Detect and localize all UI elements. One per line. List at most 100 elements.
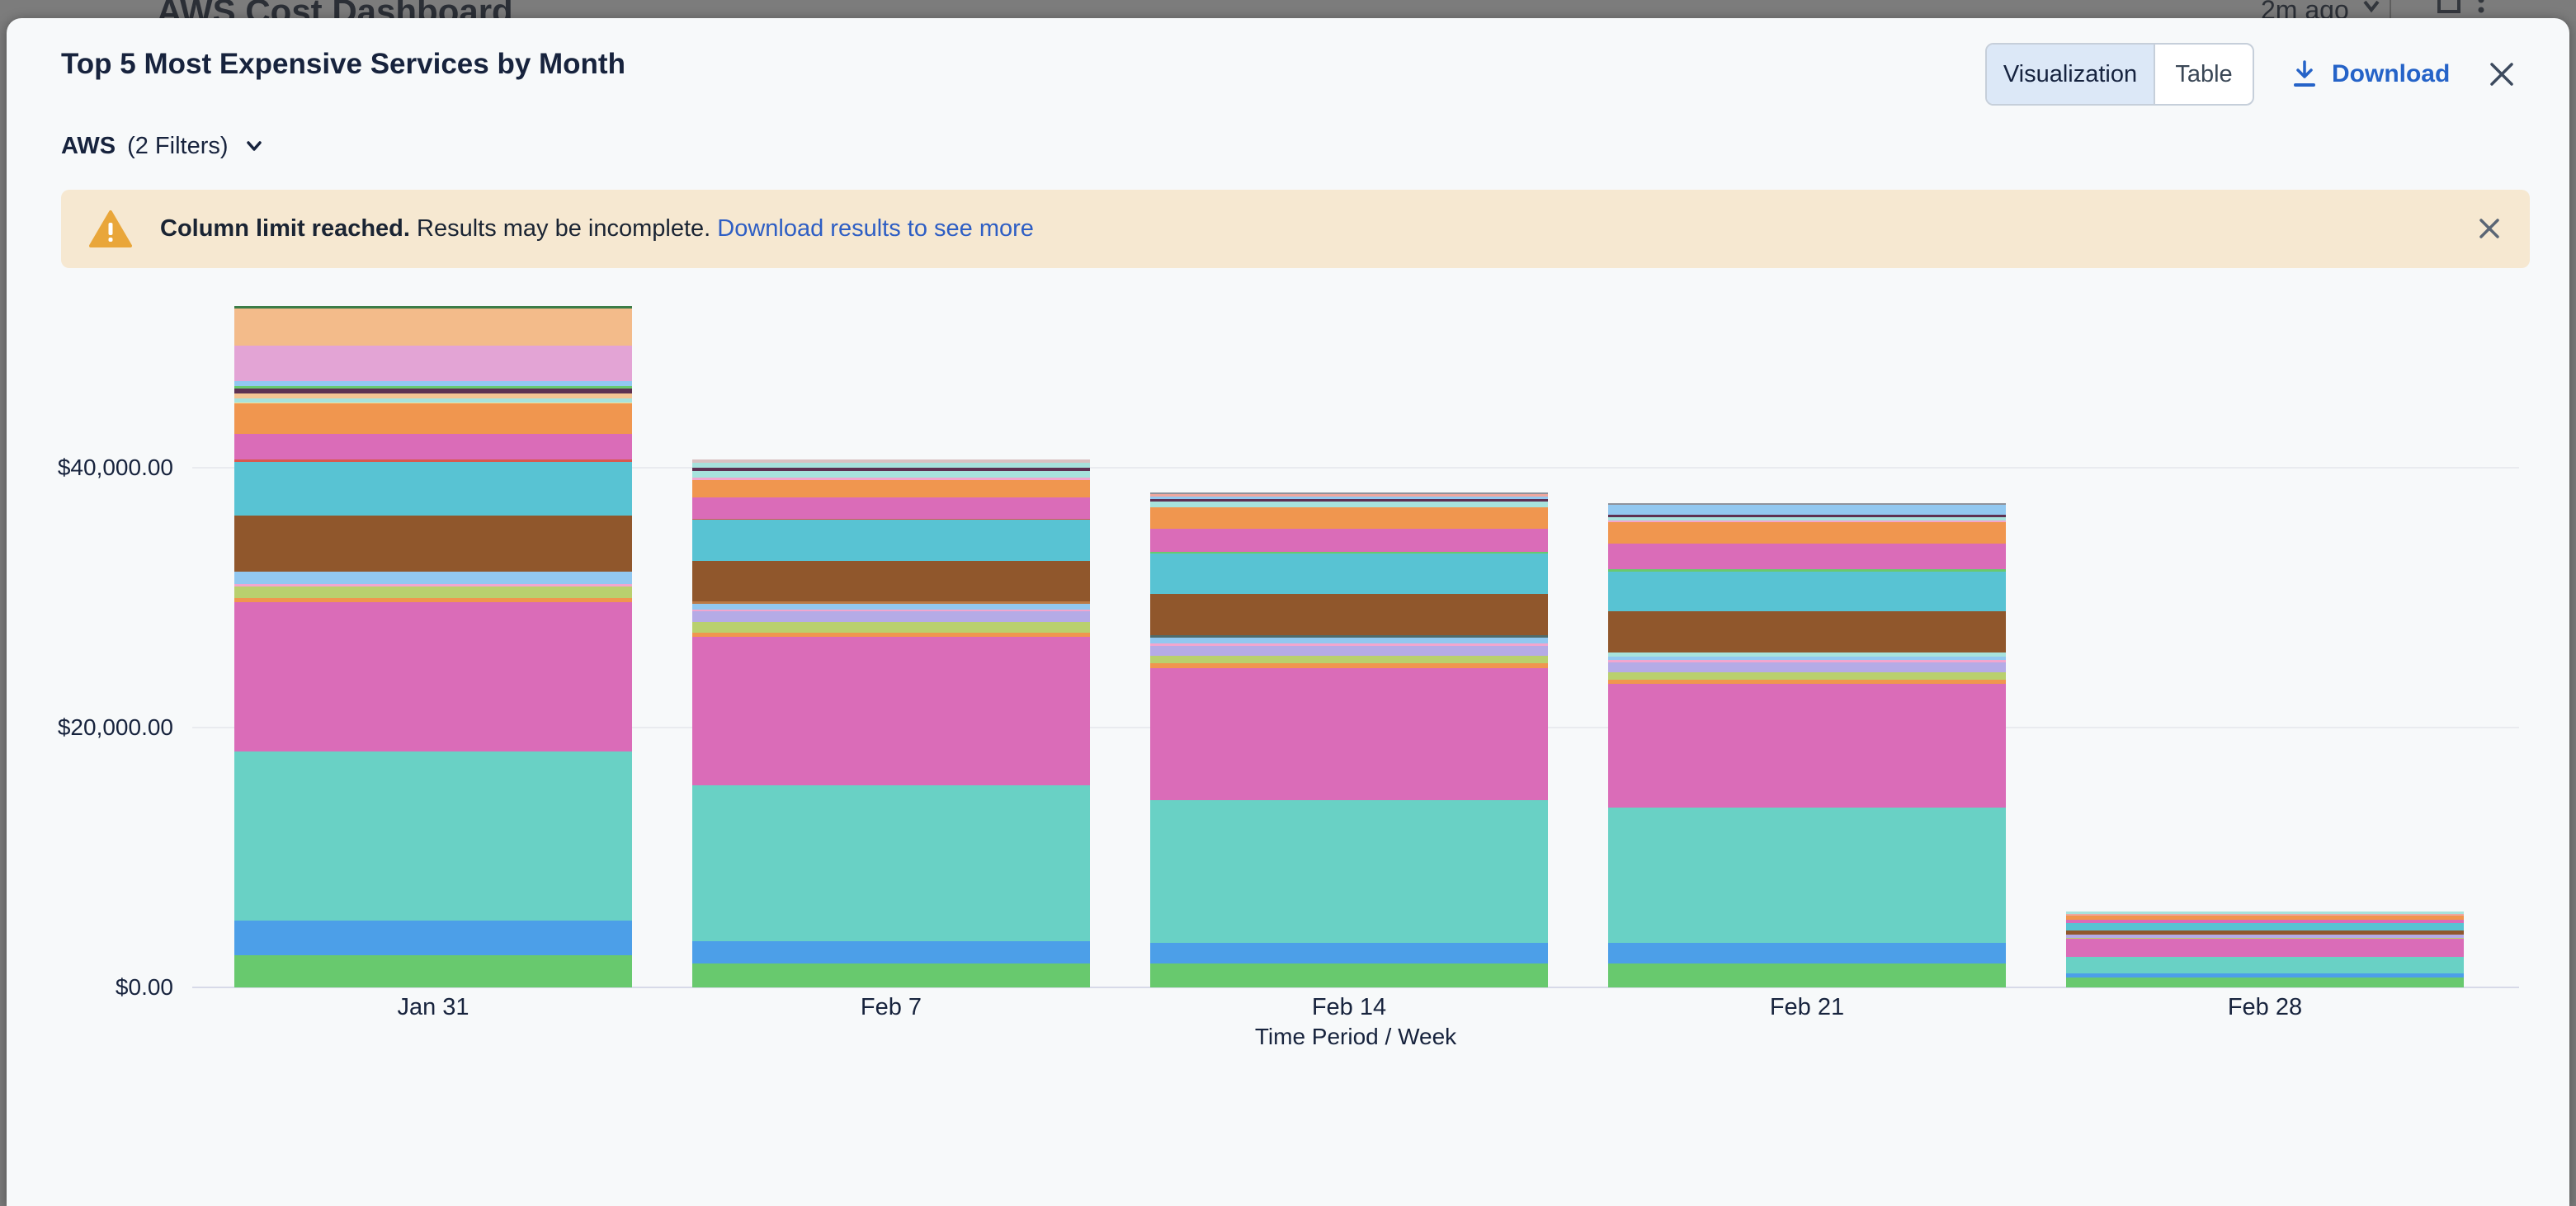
bar-segment[interactable] [1150,594,1548,636]
bar-segment[interactable] [2066,934,2464,938]
bar-segment[interactable] [692,463,1090,469]
tab-table[interactable]: Table [2175,60,2233,87]
bar-segment[interactable] [692,468,1090,472]
bar-segment[interactable] [1608,571,2006,611]
bar-segment[interactable] [234,393,632,398]
bar-segment[interactable] [1150,502,1548,508]
bar-segment[interactable] [2066,913,2464,916]
bar-segment[interactable] [692,561,1090,602]
bar-segment[interactable] [1150,507,1548,530]
bar-segment[interactable] [234,751,632,921]
bar-segment[interactable] [234,308,632,346]
bar-segment[interactable] [1150,499,1548,502]
bar-segment[interactable] [1150,554,1548,595]
bar-segment[interactable] [234,954,632,987]
bar-segment[interactable] [1150,635,1548,638]
bar-segment[interactable] [1150,529,1548,553]
bar-segment[interactable] [1150,494,1548,497]
bar-segment[interactable] [692,520,1090,562]
bar-segment[interactable] [234,345,632,381]
bar-segment[interactable] [1608,662,2006,672]
bar-segment[interactable] [692,611,1090,622]
filter-dropdown[interactable]: AWS (2 Filters) [61,130,268,162]
bar-segment[interactable] [234,586,632,598]
bar-stack-feb-14[interactable] [1150,492,1548,987]
bar-segment[interactable] [2066,938,2464,957]
bar-segment[interactable] [234,601,632,751]
bar-segment[interactable] [1150,667,1548,800]
bar-segment[interactable] [692,480,1090,498]
bar-segment[interactable] [1608,656,2006,660]
bar-segment[interactable] [1150,942,1548,964]
bar-segment[interactable] [1608,543,2006,569]
bar-segment[interactable] [692,785,1090,942]
bar-segment[interactable] [692,519,1090,521]
bar-segment[interactable] [234,305,632,309]
bar-segment[interactable] [234,403,632,434]
close-icon[interactable] [2484,56,2520,92]
bar-segment[interactable] [692,637,1090,786]
bar-segment[interactable] [234,398,632,403]
bar-segment[interactable] [234,515,632,572]
bar-segment[interactable] [234,920,632,955]
banner-close-icon[interactable] [2472,211,2507,246]
bar-segment[interactable] [1608,514,2006,517]
bar-segment[interactable] [1150,963,1548,987]
download-button[interactable]: Download [2291,51,2450,97]
bar-segment[interactable] [1150,552,1548,554]
bar-segment[interactable] [2066,956,2464,973]
bar-segment[interactable] [1608,659,2006,662]
bar-segment[interactable] [2066,930,2464,935]
bar-segment[interactable] [2066,919,2464,923]
bar-segment[interactable] [692,604,1090,610]
bar-segment[interactable] [1150,662,1548,668]
bar-segment[interactable] [1608,610,2006,652]
tab-visualization[interactable]: Visualization [1987,45,2155,104]
bar-segment[interactable] [2066,937,2464,939]
bar-segment[interactable] [1608,807,2006,943]
bar-segment[interactable] [234,385,632,389]
bar-segment[interactable] [1150,646,1548,657]
bar-segment[interactable] [1150,638,1548,644]
bar-segment[interactable] [1150,497,1548,500]
bar-segment[interactable] [1608,520,2006,522]
bar-segment[interactable] [1608,652,2006,657]
bar-segment[interactable] [692,941,1090,964]
bar-segment[interactable] [1608,679,2006,684]
bar-segment[interactable] [234,583,632,587]
bar-segment[interactable] [1150,643,1548,647]
bar-segment[interactable] [1608,942,2006,964]
bar-segment[interactable] [2066,973,2464,978]
bar-segment[interactable] [1150,492,1548,495]
bar-segment[interactable] [234,571,632,584]
bar-segment[interactable] [1608,516,2006,521]
bar-stack-jan-31[interactable] [234,305,632,987]
bar-segment[interactable] [1608,568,2006,572]
bar-segment[interactable] [1608,963,2006,987]
bar-segment[interactable] [692,459,1090,464]
bar-segment[interactable] [1608,671,2006,680]
bar-segment[interactable] [234,380,632,386]
bar-segment[interactable] [234,461,632,516]
banner-download-link[interactable]: Download results to see more [717,215,1034,242]
bar-segment[interactable] [2066,915,2464,920]
bar-stack-feb-21[interactable] [1608,503,2006,987]
bar-stack-feb-7[interactable] [692,459,1090,987]
bar-segment[interactable] [692,963,1090,987]
bar-segment[interactable] [1608,521,2006,544]
bar-segment[interactable] [1608,503,2006,505]
bar-segment[interactable] [2066,978,2464,987]
bar-stack-feb-28[interactable] [2066,911,2464,987]
bar-segment[interactable] [1150,656,1548,663]
bar-segment[interactable] [692,610,1090,611]
bar-segment[interactable] [692,471,1090,478]
bar-segment[interactable] [234,433,632,459]
bar-segment[interactable] [692,632,1090,637]
bar-segment[interactable] [692,621,1090,633]
bar-segment[interactable] [692,601,1090,605]
bar-segment[interactable] [234,388,632,393]
bar-segment[interactable] [692,497,1090,520]
bar-segment[interactable] [2066,911,2464,914]
bar-segment[interactable] [234,597,632,602]
bar-segment[interactable] [2066,922,2464,930]
